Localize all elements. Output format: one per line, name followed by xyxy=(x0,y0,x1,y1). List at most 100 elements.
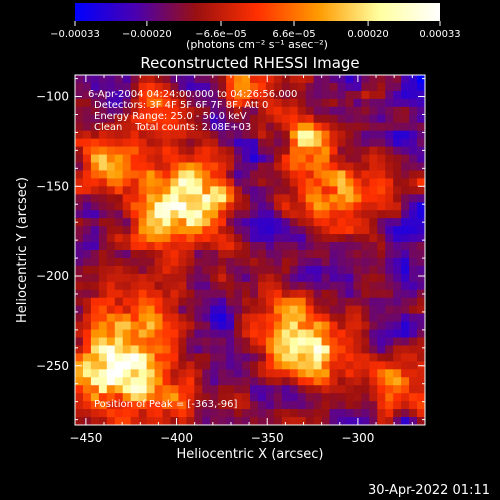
heatmap-cell xyxy=(162,218,172,227)
heatmap-cell xyxy=(385,226,394,235)
heatmap-cell xyxy=(257,242,267,251)
heatmap-cell xyxy=(75,122,84,132)
heatmap-cell xyxy=(297,234,307,243)
heatmap-cell xyxy=(154,321,164,331)
heatmap-cell xyxy=(122,257,132,267)
heatmap-cell xyxy=(265,273,275,283)
heatmap-cell xyxy=(138,289,148,299)
heatmap-cell xyxy=(265,194,275,203)
heatmap-cell xyxy=(242,170,251,179)
heatmap-cell xyxy=(257,401,267,410)
heatmap-cell xyxy=(393,353,402,362)
heatmap-cell xyxy=(138,242,148,251)
heatmap-cell xyxy=(265,186,275,195)
heatmap-cell xyxy=(114,265,124,275)
plot-frame xyxy=(74,74,426,426)
heatmap-cell xyxy=(154,377,164,386)
heatmap-cell xyxy=(409,154,418,164)
heatmap-cell xyxy=(401,170,410,179)
heatmap-cell xyxy=(289,226,299,235)
heatmap-cell xyxy=(353,146,362,156)
heatmap-cell xyxy=(218,265,227,275)
heatmap-cell xyxy=(409,297,418,307)
heatmap-cell xyxy=(178,385,187,394)
heatmap-cell xyxy=(146,138,156,148)
heatmap-cell xyxy=(106,329,116,339)
heatmap-cell xyxy=(305,106,315,116)
heatmap-cell xyxy=(218,393,227,402)
heatmap-cell xyxy=(218,377,227,386)
heatmap-cell xyxy=(369,162,378,172)
heatmap-cell xyxy=(90,321,100,331)
heatmap-cell xyxy=(106,265,116,275)
heatmap-cell xyxy=(377,265,386,275)
heatmap-cell xyxy=(242,345,251,354)
heatmap-cell xyxy=(98,417,108,425)
heatmap-cell xyxy=(218,250,227,259)
heatmap-cell xyxy=(257,321,267,331)
heatmap-cell xyxy=(234,289,243,299)
heatmap-cell xyxy=(170,154,179,164)
heatmap-cell xyxy=(297,106,307,116)
heatmap-cell xyxy=(401,210,410,219)
heatmap-cell xyxy=(345,202,354,211)
heatmap-cell xyxy=(194,281,203,291)
heatmap-cell xyxy=(114,106,124,116)
heatmap-cell xyxy=(242,401,251,410)
heatmap-cell xyxy=(417,321,425,331)
heatmap-cell xyxy=(337,218,347,227)
heatmap-cell xyxy=(289,281,299,291)
heatmap-cell xyxy=(281,186,291,195)
heatmap-cell xyxy=(210,417,219,425)
heatmap-cell xyxy=(273,417,283,425)
heatmap-cell xyxy=(114,178,124,187)
heatmap-cell xyxy=(130,138,140,148)
heatmap-cell xyxy=(170,106,179,116)
heatmap-cell xyxy=(226,162,235,172)
heatmap-cell xyxy=(281,337,291,347)
heatmap-cell xyxy=(202,242,211,251)
y-tick-label: −100 xyxy=(36,90,69,104)
heatmap-cell xyxy=(226,305,235,315)
heatmap-cell xyxy=(313,178,323,187)
heatmap-cell xyxy=(353,265,362,275)
heatmap-cell xyxy=(265,417,275,425)
heatmap-cell xyxy=(385,114,394,124)
heatmap-cell xyxy=(106,257,116,267)
heatmap-cell xyxy=(281,250,291,259)
heatmap-cell xyxy=(337,154,347,164)
heatmap-cell xyxy=(122,305,132,315)
heatmap-cell xyxy=(82,337,92,347)
heatmap-cell xyxy=(234,345,243,354)
heatmap-cell xyxy=(98,218,108,227)
heatmap-cell xyxy=(194,321,203,331)
heatmap-cell xyxy=(75,162,84,172)
heatmap-cell xyxy=(345,154,354,164)
heatmap-cell xyxy=(345,281,354,291)
heatmap-cell xyxy=(377,170,386,179)
heatmap-cell xyxy=(186,385,195,394)
heatmap-cell xyxy=(297,393,307,402)
heatmap-cell xyxy=(154,281,164,291)
heatmap-cell xyxy=(353,186,362,195)
heatmap-cell xyxy=(234,329,243,339)
heatmap-cell xyxy=(417,122,425,132)
heatmap-cell xyxy=(393,273,402,283)
heatmap-cell xyxy=(138,281,148,291)
heatmap-cell xyxy=(82,257,92,267)
heatmap-cell xyxy=(130,369,140,378)
heatmap-cell xyxy=(409,82,418,92)
colorbar-tick-label: 0.00020 xyxy=(347,29,388,40)
heatmap-cell xyxy=(409,361,418,370)
heatmap-cell xyxy=(329,90,339,100)
heatmap-cell xyxy=(313,361,323,370)
heatmap-cell xyxy=(130,162,140,172)
heatmap-cell xyxy=(162,114,172,124)
heatmap-cell xyxy=(114,186,124,195)
heatmap-cell xyxy=(353,353,362,362)
heatmap-cell xyxy=(250,385,259,394)
heatmap-cell xyxy=(369,321,378,331)
annotation-time-range: 6-Apr-2004 04:24:00.000 to 04:26:56.000 xyxy=(88,89,297,100)
heatmap-cell xyxy=(178,313,187,323)
heatmap-cell xyxy=(329,321,339,331)
